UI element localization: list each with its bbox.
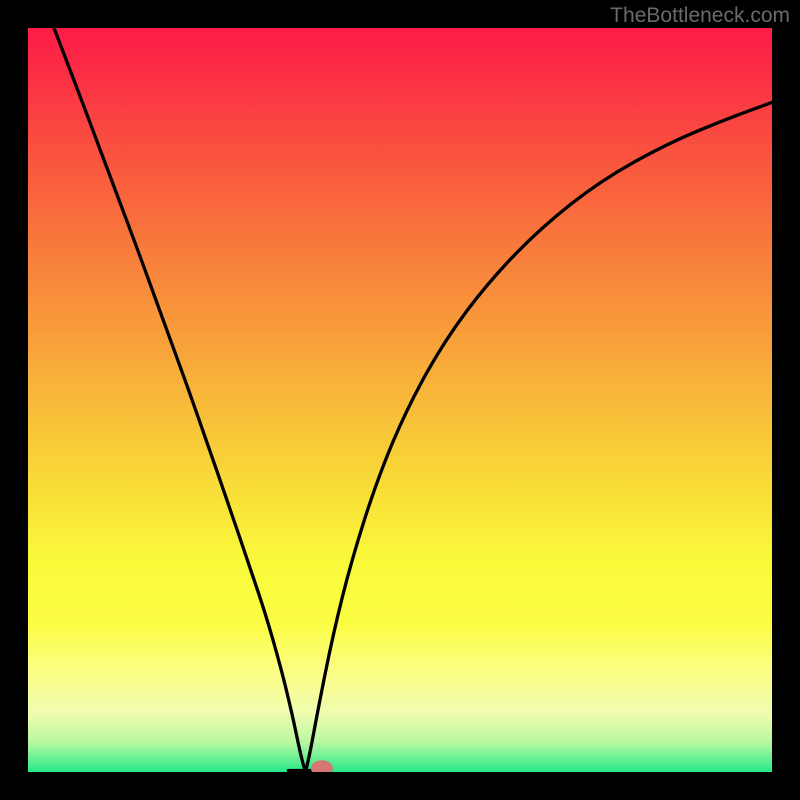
watermark-text: TheBottleneck.com <box>610 4 790 28</box>
chart-background <box>28 28 772 772</box>
chart-container: TheBottleneck.com <box>0 0 800 800</box>
bottleneck-chart <box>0 0 800 800</box>
